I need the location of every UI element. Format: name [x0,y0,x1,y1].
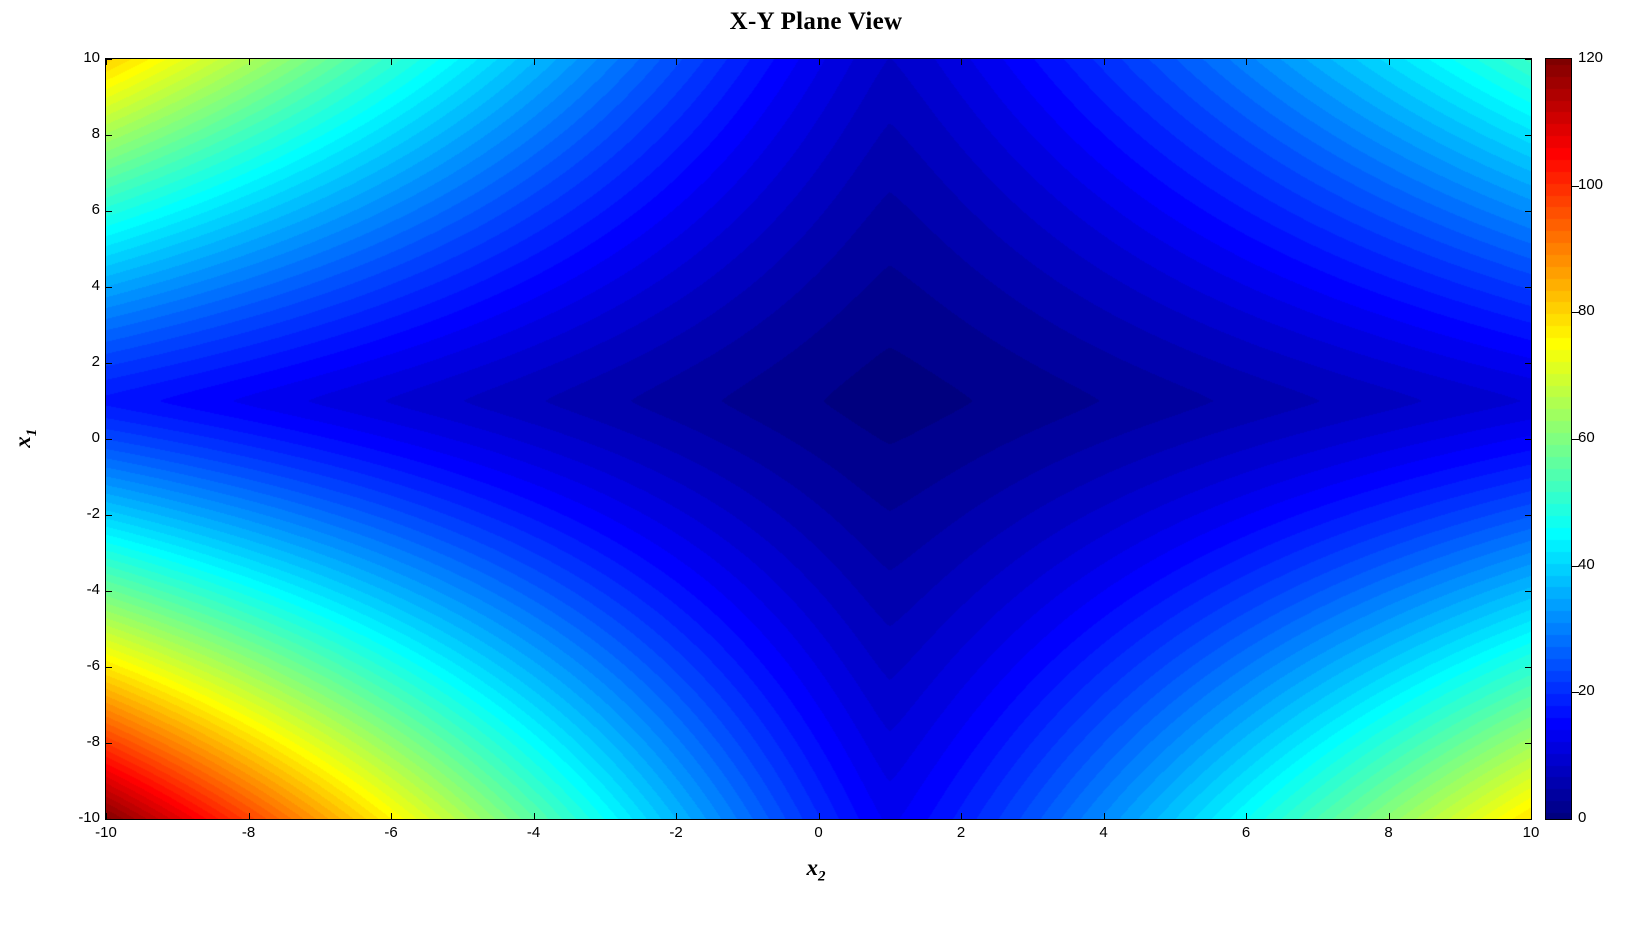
y-tick-label: -4 [86,581,100,598]
colorbar-tick-label: 20 [1578,682,1595,700]
x-axis-tick-top [1103,59,1105,65]
y-axis-tick [106,743,112,744]
colorbar-tick [1572,565,1579,567]
x-axis-tick [676,813,677,819]
plot-axes[interactable] [105,58,1532,820]
y-axis-tick-right [1525,743,1531,744]
x-tick-label: -8 [241,824,256,841]
colorbar-tick-label: 100 [1578,175,1604,193]
y-axis-tick-right [1525,59,1531,60]
y-axis-tick-right [1525,667,1531,668]
y-axis-tick [106,515,112,516]
colorbar-tick [1572,439,1579,440]
x-axis-tick-top [818,59,820,65]
y-axis-tick-right [1525,211,1531,212]
y-axis-label-base: x [9,436,35,448]
x-axis-tick [248,813,250,819]
x-tick-label: -2 [669,824,683,841]
y-axis-tick-right [1525,439,1531,440]
y-axis-tick [106,667,112,668]
x-axis-label: x2 [0,855,1632,886]
x-axis-tick-top [1388,59,1390,65]
x-axis-label-base: x [806,855,819,880]
y-axis-label-subscript: 1 [23,428,40,437]
x-tick-label: 2 [956,824,966,841]
colorbar-tick-label: 0 [1578,809,1587,826]
page-title: X-Y Plane View [729,8,903,35]
colorbar-tick [1572,692,1579,694]
y-axis-tick [106,287,112,288]
colorbar-tick-label: 120 [1578,49,1604,66]
colorbar-tick-label: 80 [1578,302,1595,320]
x-tick-label: 0 [814,824,823,841]
colorbar-tick-label: 40 [1578,555,1595,573]
colorbar[interactable] [1545,58,1572,820]
y-axis-tick-right [1525,591,1531,592]
x-axis-label-subscript: 2 [818,868,826,885]
y-tick-label: -10 [78,809,100,826]
x-tick-label: -6 [384,824,398,841]
x-tick-label: 8 [1384,824,1393,841]
x-axis-tick [533,813,535,819]
y-tick-label: -2 [86,505,100,522]
y-axis-label-wrapper: x1 [8,58,42,818]
y-axis-tick-right [1525,287,1531,288]
colorbar-tick [1572,312,1579,314]
x-tick-label: 10 [1522,824,1540,841]
y-tick-label: 8 [91,125,100,142]
y-tick-label: 10 [83,49,100,66]
x-axis-tick-top [676,59,677,65]
x-axis-tick [106,813,107,819]
x-tick-label: -4 [526,824,541,841]
y-axis-tick [106,363,112,364]
y-tick-label: 0 [91,429,100,446]
x-axis-tick-top [1246,59,1247,65]
x-axis-tick-top [1531,59,1532,65]
x-axis-tick [391,813,392,819]
y-tick-label: 6 [91,201,100,218]
x-axis-tick-top [961,59,962,65]
x-axis-tick-top [533,59,535,65]
y-axis-label: x1 [10,429,41,448]
x-axis-tick-top [106,59,107,65]
y-axis-tick [106,819,112,820]
colorbar-tick [1572,185,1579,187]
y-tick-label: -6 [86,657,100,674]
y-axis-tick-right [1525,135,1531,136]
x-axis-tick-top [391,59,392,65]
x-tick-label: 6 [1241,824,1251,841]
x-axis-tick [818,813,820,819]
y-axis-tick [106,59,112,60]
y-axis-tick-right [1525,515,1531,516]
y-axis-tick [106,591,112,592]
x-axis-tick [1388,813,1390,819]
colorbar-tick-label: 60 [1578,429,1595,446]
y-tick-label: -8 [86,733,100,750]
x-axis-tick [1246,813,1247,819]
y-tick-label: 2 [91,353,100,370]
x-tick-label: -10 [95,824,117,841]
colorbar-gradient [1546,59,1571,819]
y-tick-label: 4 [91,277,100,294]
x-axis-tick [1103,813,1105,819]
y-axis-tick [106,439,112,440]
y-axis-tick-right [1525,363,1531,364]
y-axis-tick-right [1525,819,1531,820]
x-axis-tick [961,813,962,819]
heatmap-surface[interactable] [106,59,1531,819]
x-axis-tick-top [248,59,250,65]
x-tick-label: 4 [1099,824,1108,841]
x-axis-tick [1531,813,1532,819]
y-axis-tick [106,135,112,136]
y-axis-tick [106,211,112,212]
